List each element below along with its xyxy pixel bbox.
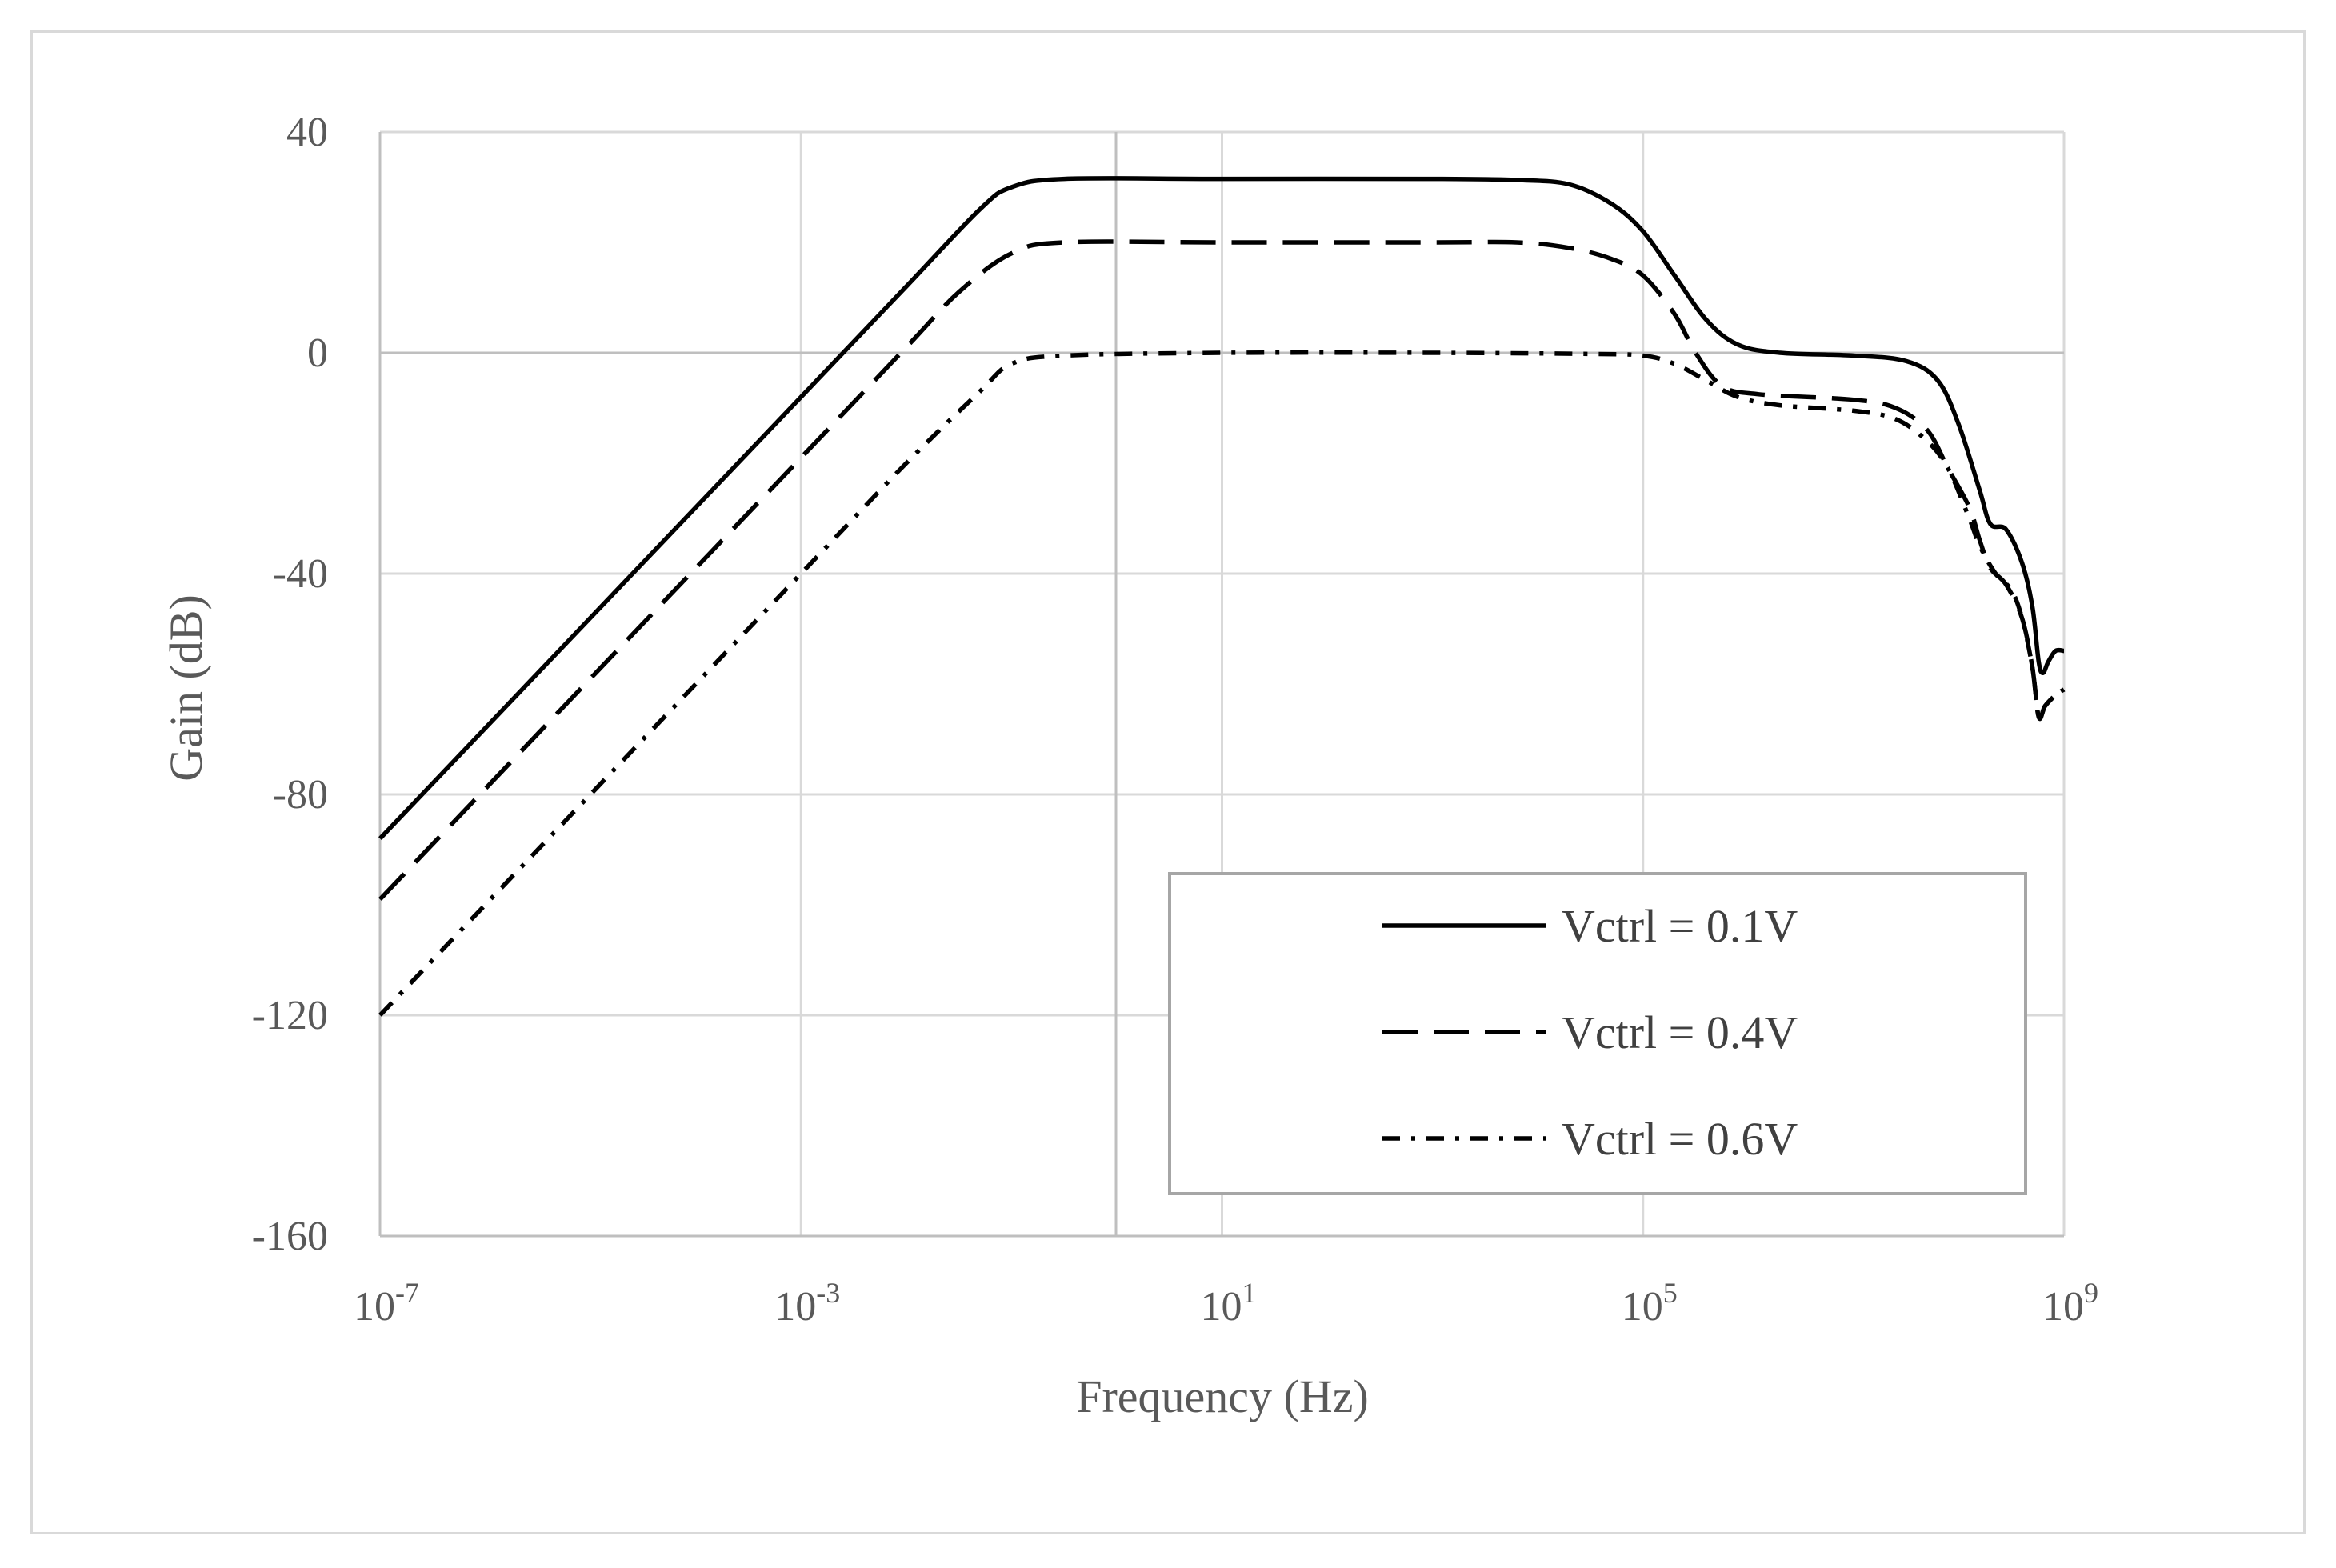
x-tick-label: 10-3 xyxy=(774,1277,840,1330)
series-lines xyxy=(378,176,2066,1017)
y-tick-label: 40 xyxy=(286,110,328,155)
y-tick-label: -80 xyxy=(273,772,328,818)
legend-entries: Vctrl = 0.1V Vctrl = 0.4V Vctrl = 0.6V xyxy=(1382,900,1798,1165)
x-tick-label: 109 xyxy=(2042,1277,2098,1330)
y-tick-label: -120 xyxy=(252,993,328,1038)
y-tick-label: -160 xyxy=(252,1214,328,1259)
x-tick-label: 105 xyxy=(1622,1277,1678,1330)
grid xyxy=(378,130,2066,1238)
x-tick-labels: 10-7 10-3 101 105 109 xyxy=(354,1277,2098,1330)
y-axis-title: Gain (dB) xyxy=(160,594,212,782)
legend-label-3: Vctrl = 0.6V xyxy=(1562,1113,1798,1165)
y-tick-label: -40 xyxy=(273,551,328,597)
x-tick-label: 10-7 xyxy=(354,1277,419,1330)
x-tick-label: 101 xyxy=(1201,1277,1257,1330)
legend: Vctrl = 0.1V Vctrl = 0.4V Vctrl = 0.6V xyxy=(1168,872,2027,1195)
y-tick-label: 0 xyxy=(307,330,328,376)
y-tick-labels: 40 0 -40 -80 -120 -160 xyxy=(252,110,328,1259)
series-line-3 xyxy=(378,350,2066,1017)
series-line-2 xyxy=(378,239,2066,901)
series-line-1 xyxy=(378,176,2065,841)
legend-box xyxy=(1168,872,2027,1195)
legend-label-1: Vctrl = 0.1V xyxy=(1562,900,1798,952)
legend-label-2: Vctrl = 0.4V xyxy=(1562,1006,1798,1058)
x-axis-title: Frequency (Hz) xyxy=(1076,1370,1369,1422)
chart-frame xyxy=(30,30,2306,1534)
